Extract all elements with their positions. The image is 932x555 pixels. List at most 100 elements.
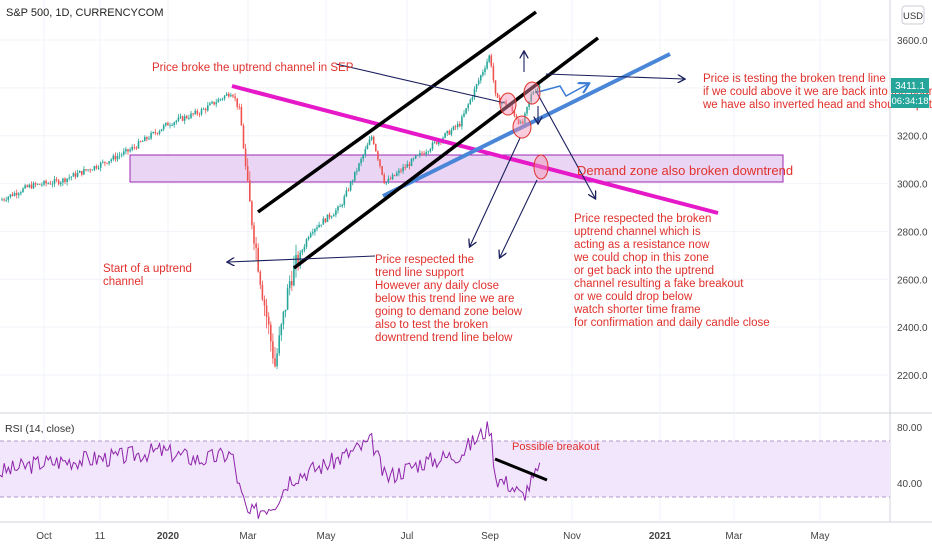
arrow-broke-channel[interactable]	[335, 63, 506, 104]
candle-body	[102, 161, 104, 163]
candle-body	[242, 125, 245, 149]
candle-body	[282, 311, 285, 325]
candle-body	[118, 155, 121, 157]
time-tick-label: 2021	[649, 531, 672, 542]
symbol-title: S&P 500, 1D, CURRENCYCOM	[6, 7, 164, 19]
candle-body	[526, 106, 528, 114]
candle-body	[97, 167, 100, 169]
support-line-5: going to demand zone below	[375, 306, 523, 318]
candle-body	[83, 169, 85, 175]
candle-body	[501, 102, 503, 105]
candle-body	[148, 138, 150, 140]
countdown-tag: 06:34:18	[891, 94, 929, 108]
candle-body	[398, 170, 400, 174]
candle-body	[246, 165, 249, 181]
resistance-line-5: or get back into the uptrend	[574, 265, 714, 277]
candle-body	[200, 109, 203, 115]
candle-body	[286, 288, 289, 310]
candle-body	[341, 204, 343, 207]
candle-body	[251, 201, 253, 226]
arrows-group	[228, 52, 684, 262]
candle-body	[60, 182, 62, 185]
candle-body	[511, 106, 514, 111]
head-marker[interactable]	[512, 115, 532, 139]
candle-body	[20, 192, 22, 194]
resistance-line-3: acting as a resistance now	[574, 239, 710, 251]
zone-test-marker[interactable]	[533, 154, 549, 180]
resistance-line-6: channel resulting a fake breakout	[574, 278, 744, 290]
candle-body	[108, 161, 110, 164]
note-testing-line2: if we could above it we are back into th…	[703, 86, 932, 98]
projection-path[interactable]	[537, 84, 588, 98]
candle-body	[473, 88, 476, 98]
time-tick-label: Nov	[563, 531, 581, 542]
candle-body	[106, 162, 108, 164]
candle-body	[522, 121, 524, 124]
candle-body	[372, 136, 375, 145]
currency-button-frame[interactable]	[901, 5, 925, 25]
candle-body	[188, 117, 190, 119]
candle-body	[5, 199, 7, 201]
candle-body	[53, 179, 56, 184]
candle-body	[114, 155, 117, 160]
countdown-bg	[891, 94, 929, 108]
candle-body	[24, 185, 26, 189]
currency-button-label[interactable]: USD	[903, 11, 923, 22]
arrow-down-right[interactable]	[535, 90, 595, 198]
candle-body	[207, 105, 209, 111]
candle-body	[30, 184, 33, 189]
candle-body	[484, 68, 486, 73]
candle-body	[57, 180, 60, 185]
rsi-tick-40: 40.00	[897, 479, 922, 490]
channel-lower-line[interactable]	[292, 36, 600, 270]
candle-body	[421, 152, 423, 154]
left-shoulder-marker[interactable]	[499, 92, 517, 116]
candle-body	[230, 95, 232, 97]
candle-body	[270, 324, 272, 342]
candle-body	[70, 176, 73, 178]
candle-body	[488, 55, 490, 62]
time-tick-label: 11	[95, 531, 106, 542]
currency-button[interactable]: USD	[901, 5, 925, 25]
price-tick-label: 2400.0	[897, 323, 928, 334]
note-possible-breakout: Possible breakout	[512, 441, 599, 453]
candle-body	[32, 183, 35, 189]
right-shoulder-marker[interactable]	[523, 81, 541, 105]
candle-body	[343, 196, 346, 205]
candle-body	[190, 113, 192, 118]
candle-body	[146, 137, 148, 140]
candle-body	[165, 122, 167, 126]
note-broke-channel: Price broke the uptrend channel in SEP	[152, 62, 354, 74]
candle-body	[64, 178, 66, 183]
candle-body	[240, 107, 243, 126]
candle-body	[477, 80, 480, 85]
rsi-label: RSI (14, close)	[5, 423, 74, 435]
channel-upper-line[interactable]	[256, 10, 538, 214]
candle-body	[469, 99, 472, 105]
candle-body	[104, 161, 106, 163]
candle-body	[536, 88, 539, 92]
arrow-to-testing-note[interactable]	[545, 73, 684, 79]
arrow-down-mid[interactable]	[500, 179, 538, 257]
candle-body	[368, 139, 371, 145]
arrow-start-uptrend[interactable]	[228, 255, 376, 262]
candle-body	[396, 173, 398, 176]
rsi-trend-line[interactable]	[494, 457, 548, 482]
candle-body	[194, 110, 196, 114]
candle-body	[116, 156, 119, 160]
resistance-line-1: Price respected the broken	[574, 213, 711, 225]
candle-body	[414, 155, 417, 159]
arrow-down-left[interactable]	[470, 137, 521, 246]
candle-body	[362, 155, 364, 159]
candle-body	[55, 179, 58, 181]
blue-trend-line[interactable]	[382, 52, 671, 198]
candle-body	[494, 80, 497, 94]
resistance-line-7: or we could drop below	[574, 291, 693, 303]
candle-body	[89, 169, 91, 171]
price-tick-label: 2600.0	[897, 275, 928, 286]
candle-body	[276, 353, 278, 367]
candle-body	[93, 166, 96, 170]
candle-body	[45, 181, 47, 184]
candle-body	[303, 246, 306, 251]
